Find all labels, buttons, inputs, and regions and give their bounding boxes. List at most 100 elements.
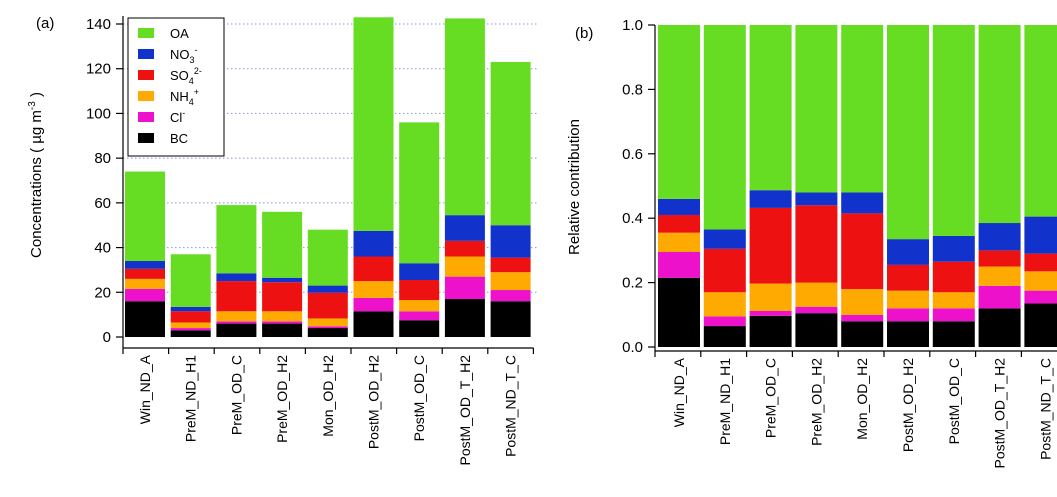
y-tick-label-0-4: 0.4 (622, 210, 643, 227)
segment-so42-win-nd-a (125, 268, 165, 279)
segment-cl-postm-od-h2 (887, 308, 929, 322)
panel-a-label: (a) (36, 15, 54, 32)
legend-swatch-no3 (138, 49, 154, 59)
segment-nh4-postm-od-h2 (887, 290, 929, 309)
y-tick-label-0: 0 (103, 329, 111, 346)
bar-win-nd-a (658, 25, 700, 347)
y-tick-label-120: 120 (86, 61, 111, 78)
segment-cl-mon-od-h2 (841, 314, 884, 322)
panel-b-label: (b) (575, 25, 593, 42)
segment-no3-postm-od-h2 (353, 230, 394, 257)
segment-no3-prem-nd-h1 (170, 306, 211, 312)
segment-nh4-postm-od-h2 (353, 281, 394, 298)
x-tick-label-prem-od-h2: PreM_OD_H2 (274, 355, 290, 443)
y-tick-label-0-8: 0.8 (622, 81, 643, 98)
legend-label-base: OA (170, 26, 189, 41)
segment-cl-postm-od-h2 (353, 297, 394, 312)
x-tick-label-postm-od-t-h2: PostM_OD_T_H2 (992, 358, 1008, 469)
segment-so42-postm-od-c (399, 279, 440, 301)
segment-bc-mon-od-h2 (841, 321, 884, 347)
legend-label-bc: BC (170, 131, 188, 146)
segment-oa-prem-od-h2 (795, 25, 838, 193)
panel-b-bars (658, 25, 1057, 347)
segment-oa-postm-od-h2 (353, 17, 394, 231)
x-tick-label-postm-od-t-h2: PostM_OD_T_H2 (457, 355, 473, 466)
y-label-exponent: -3 (27, 101, 38, 110)
segment-no3-win-nd-a (125, 260, 165, 269)
bar-postm-nd-t-c (1024, 25, 1057, 347)
segment-cl-prem-od-h2 (795, 306, 838, 314)
segment-cl-win-nd-a (658, 252, 700, 278)
segment-oa-postm-od-h2 (887, 25, 929, 240)
segment-no3-prem-od-c (216, 273, 257, 282)
segment-nh4-prem-od-h2 (262, 311, 303, 322)
segment-cl-postm-od-c (399, 311, 440, 321)
segment-no3-mon-od-h2 (841, 192, 884, 214)
x-tick-label-mon-od-h2: Mon_OD_H2 (320, 355, 336, 437)
legend-label-base: NH (170, 89, 189, 104)
segment-bc-win-nd-a (125, 301, 165, 337)
legend-item-nh4: NH4+ (138, 87, 199, 107)
legend-label-base: Cl (170, 110, 182, 125)
segment-no3-win-nd-a (658, 198, 700, 215)
segment-nh4-postm-od-t-h2 (978, 266, 1021, 286)
segment-nh4-prem-od-c (216, 311, 257, 322)
segment-cl-postm-od-t-h2 (978, 285, 1021, 309)
segment-nh4-mon-od-h2 (307, 318, 348, 327)
segment-so42-postm-nd-t-c (490, 257, 531, 273)
x-tick-label-postm-od-h2: PostM_OD_H2 (366, 355, 382, 449)
segment-nh4-win-nd-a (125, 278, 165, 289)
segment-nh4-postm-nd-t-c (1024, 271, 1057, 291)
y-tick-label-40: 40 (94, 240, 111, 257)
segment-cl-postm-od-c (932, 308, 975, 322)
y-tick-label-20: 20 (94, 284, 111, 301)
segment-cl-prem-od-c (216, 321, 257, 324)
segment-oa-postm-od-t-h2 (978, 25, 1021, 224)
segment-bc-postm-nd-t-c (490, 301, 531, 337)
segment-oa-postm-nd-t-c (1024, 25, 1057, 217)
legend-label-base: NO (170, 47, 190, 62)
segment-cl-prem-nd-h1 (703, 316, 746, 327)
segment-nh4-prem-od-h2 (795, 282, 838, 307)
panel-a-y-axis-label: Concentrations ( µg m-3 ) (27, 92, 45, 258)
x-tick-label-postm-od-c: PostM_OD_C (411, 355, 427, 441)
y-tick-label-80: 80 (94, 150, 111, 167)
x-tick-label-prem-nd-h1: PreM_ND_H1 (183, 355, 199, 442)
bar-postm-od-t-h2 (978, 25, 1021, 347)
x-tick-label-prem-od-h2: PreM_OD_H2 (808, 358, 824, 446)
segment-no3-prem-od-h2 (262, 277, 303, 283)
segment-no3-prem-od-h2 (795, 192, 838, 206)
y-label-main: Concentrations ( µg m (28, 110, 45, 258)
segment-cl-prem-od-h2 (262, 321, 303, 324)
panel-b-axes: Win_ND_A PreM_ND_H1 PreM_OD_C PreM_OD_H2 Mon… (622, 17, 1057, 468)
segment-so42-prem-nd-h1 (703, 248, 746, 293)
legend-label-base: BC (170, 131, 188, 146)
segment-bc-prem-od-h2 (795, 313, 838, 347)
segment-so42-mon-od-h2 (841, 213, 884, 290)
segment-oa-postm-od-c (932, 25, 975, 236)
segment-no3-postm-od-c (932, 235, 975, 262)
x-tick-label-postm-nd-t-c: PostM_ND_T_C (503, 355, 519, 457)
panel-a-axes: Win_ND_A PreM_ND_H1 PreM_OD_C PreM_OD_H2 Mon… (86, 16, 535, 466)
bar-prem-nd-h1 (170, 254, 211, 337)
legend-swatch-nh4 (138, 91, 154, 101)
segment-no3-prem-od-c (749, 190, 792, 208)
bar-prem-od-h2 (262, 211, 303, 337)
y-tick-label-0-0: 0.0 (622, 339, 643, 356)
segment-oa-mon-od-h2 (841, 25, 884, 193)
segment-oa-prem-od-h2 (262, 211, 303, 278)
segment-no3-prem-nd-h1 (703, 229, 746, 249)
legend-swatch-so4 (138, 70, 154, 80)
legend-label-subscript: 4 (189, 76, 194, 86)
segment-oa-prem-od-c (749, 25, 792, 191)
segment-oa-prem-od-c (216, 205, 257, 274)
x-tick-label-prem-od-c: PreM_OD_C (228, 355, 244, 435)
segment-oa-win-nd-a (658, 25, 700, 199)
bar-postm-od-c (399, 122, 440, 337)
bar-prem-od-c (749, 25, 792, 347)
segment-nh4-prem-nd-h1 (703, 292, 746, 317)
segment-cl-postm-nd-t-c (490, 290, 531, 302)
segment-so42-win-nd-a (658, 214, 700, 233)
segment-bc-postm-od-t-h2 (444, 298, 485, 337)
